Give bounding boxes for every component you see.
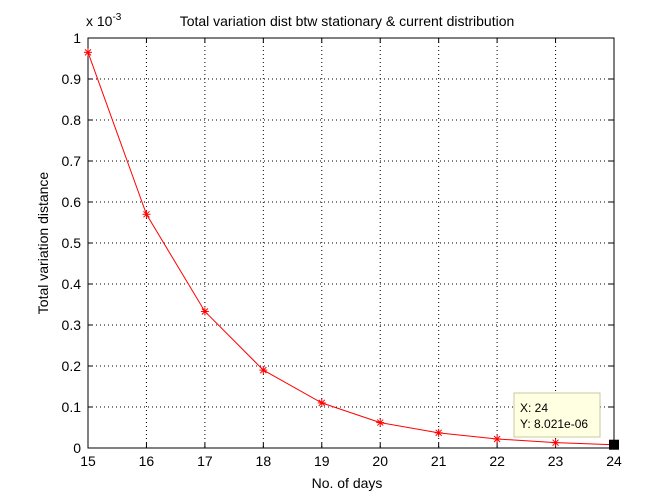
y-tick-label: 0.6 (62, 194, 82, 210)
tick-marks (87, 37, 615, 449)
y-multiplier-exponent: -3 (112, 12, 121, 23)
y-tick-label: 0.2 (62, 358, 82, 374)
y-tick-labels: 0 0.1 0.2 0.3 0.4 0.5 0.6 0.7 0.8 0.9 1 (62, 30, 82, 456)
data-point-marker (376, 418, 385, 427)
datatip-x: X: 24 (520, 401, 548, 415)
data-point-marker (317, 398, 326, 407)
x-tick-label: 23 (548, 453, 564, 469)
y-tick-label: 0.8 (62, 112, 82, 128)
data-point-marker (200, 307, 209, 316)
y-tick-label: 0.1 (62, 399, 82, 415)
x-tick-label: 16 (139, 453, 155, 469)
x-tick-label: 15 (80, 453, 96, 469)
x-tick-label: 18 (256, 453, 272, 469)
x-axis-label: No. of days (312, 475, 383, 491)
x-tick-label: 21 (431, 453, 447, 469)
data-point-marker (142, 210, 151, 219)
chart-title: Total variation dist btw stationary & cu… (180, 13, 515, 29)
datatip[interactable]: X: 24 Y: 8.021e-06 (513, 392, 619, 450)
x-tick-label: 17 (197, 453, 213, 469)
y-multiplier: x 10-3 (86, 12, 122, 29)
datatip-marker[interactable] (609, 439, 619, 450)
y-axis-label: Total variation distance (35, 172, 51, 315)
x-tick-label: 22 (489, 453, 505, 469)
x-tick-labels: 15 16 17 18 19 20 21 22 23 24 (80, 453, 622, 469)
y-tick-label: 0.5 (62, 235, 82, 251)
grid-lines (88, 38, 614, 448)
y-tick-label: 0.7 (62, 153, 82, 169)
series-line (87, 52, 615, 446)
data-point-marker (259, 366, 268, 375)
data-point-marker (493, 434, 502, 443)
datatip-y: Y: 8.021e-06 (520, 417, 588, 431)
x-tick-label: 19 (314, 453, 330, 469)
datatip-box (513, 392, 601, 438)
y-tick-label: 0.4 (62, 276, 82, 292)
plot-area (88, 38, 614, 448)
x-tick-label: 24 (606, 453, 622, 469)
data-point-marker (551, 438, 560, 447)
y-tick-label: 0.3 (62, 317, 82, 333)
y-tick-label: 1 (73, 30, 81, 46)
y-tick-label: 0.9 (62, 71, 82, 87)
data-point-marker (84, 48, 92, 57)
x-tick-label: 20 (372, 453, 388, 469)
data-point-marker (434, 428, 443, 437)
y-tick-label: 0 (73, 440, 81, 456)
y-multiplier-base: x 10 (86, 13, 113, 29)
